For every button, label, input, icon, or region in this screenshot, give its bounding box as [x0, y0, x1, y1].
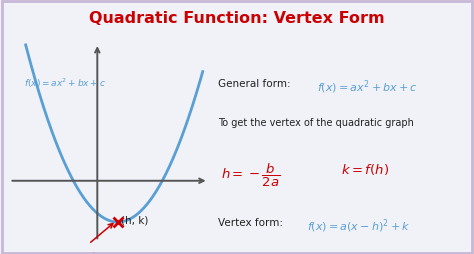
Text: $f(x) = ax^2 + bx + c$: $f(x) = ax^2 + bx + c$: [24, 76, 106, 90]
Text: To get the vertex of the quadratic graph: To get the vertex of the quadratic graph: [218, 118, 414, 129]
Text: Vertex form:: Vertex form:: [218, 217, 283, 228]
Text: General form:: General form:: [218, 79, 291, 89]
Text: (h, k): (h, k): [121, 216, 149, 226]
Text: Quadratic Function: Vertex Form: Quadratic Function: Vertex Form: [89, 11, 385, 26]
Text: vertex: vertex: [71, 251, 114, 254]
Text: $k = f(h)$: $k = f(h)$: [341, 162, 390, 177]
Text: $h = -\dfrac{b}{2a}$: $h = -\dfrac{b}{2a}$: [220, 162, 280, 189]
Text: $f(x) = ax^2 + bx + c$: $f(x) = ax^2 + bx + c$: [317, 79, 418, 97]
Text: $f(x) = a(x-h)^2 + k$: $f(x) = a(x-h)^2 + k$: [307, 217, 410, 235]
